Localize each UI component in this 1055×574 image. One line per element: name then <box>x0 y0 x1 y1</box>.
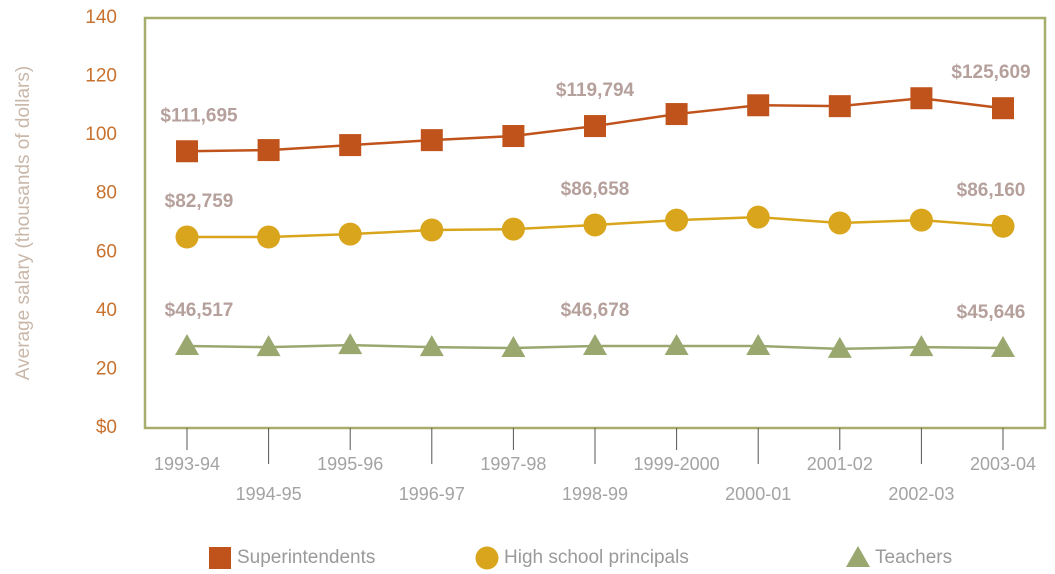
x-tick-label: 1998-99 <box>562 484 628 504</box>
x-tick-label: 1997-98 <box>480 454 546 474</box>
data-point <box>339 134 362 157</box>
y-tick-label: 100 <box>85 124 117 145</box>
legend-label: Superintendents <box>237 547 375 568</box>
legend-swatch <box>209 547 231 569</box>
y-tick-label: 120 <box>85 66 117 87</box>
y-tick-label: $0 <box>96 417 117 438</box>
data-point <box>664 334 689 355</box>
data-point <box>419 335 444 357</box>
x-tick-label: 2003-04 <box>970 454 1036 474</box>
data-point <box>991 214 1015 238</box>
legend-label: Teachers <box>875 547 952 568</box>
data-point <box>338 333 363 355</box>
data-point <box>909 208 933 232</box>
data-point <box>420 218 444 242</box>
annotation: $86,658 <box>561 179 630 200</box>
data-point <box>501 217 525 241</box>
annotation: $119,794 <box>556 80 635 101</box>
data-point <box>828 211 852 235</box>
annotation: $111,695 <box>160 105 238 126</box>
data-point <box>338 222 362 246</box>
x-tick-label: 1993-94 <box>154 454 220 474</box>
data-point <box>747 94 770 117</box>
data-point <box>176 140 198 163</box>
x-tick-label: 1996-97 <box>399 484 465 504</box>
annotation: $125,609 <box>951 62 1030 83</box>
data-point <box>257 225 281 249</box>
data-point <box>910 87 933 110</box>
data-point <box>746 205 770 229</box>
data-point <box>420 129 443 152</box>
annotation: $46,678 <box>561 300 630 321</box>
data-point <box>991 336 1015 358</box>
y-tick-label: 40 <box>96 300 117 321</box>
data-point <box>665 103 688 126</box>
data-point <box>502 125 525 148</box>
y-tick-label: 20 <box>96 358 117 379</box>
x-tick-label: 1999-2000 <box>634 454 720 474</box>
data-point <box>256 335 281 357</box>
data-point <box>828 95 851 118</box>
data-point <box>175 225 199 249</box>
annotation: $86,160 <box>957 180 1026 201</box>
legend-label: High school principals <box>504 547 689 568</box>
data-point <box>175 334 199 355</box>
annotation: $46,517 <box>165 300 234 321</box>
data-point <box>583 334 607 355</box>
y-axis-label: Average salary (thousands of dollars) <box>13 66 34 380</box>
legend-swatch <box>475 546 499 570</box>
annotation: $45,646 <box>957 302 1026 323</box>
x-tick-label: 2000-01 <box>725 484 791 504</box>
annotation: $82,759 <box>165 191 234 212</box>
x-tick-label: 2002-03 <box>888 484 954 504</box>
y-tick-label: 80 <box>96 183 117 204</box>
data-point <box>501 336 526 358</box>
x-tick-label: 1994-95 <box>236 484 302 504</box>
data-point <box>665 208 689 232</box>
data-point <box>827 336 852 358</box>
y-tick-label: 60 <box>96 241 117 262</box>
x-tick-label: 2001-02 <box>807 454 873 474</box>
y-tick-label: 140 <box>85 7 117 28</box>
data-point <box>992 97 1014 120</box>
legend-swatch <box>846 546 870 567</box>
data-point <box>909 335 934 357</box>
data-point <box>584 115 606 138</box>
data-point <box>257 139 280 162</box>
data-point <box>746 334 771 355</box>
x-tick-label: 1995-96 <box>317 454 383 474</box>
data-point <box>583 213 607 237</box>
